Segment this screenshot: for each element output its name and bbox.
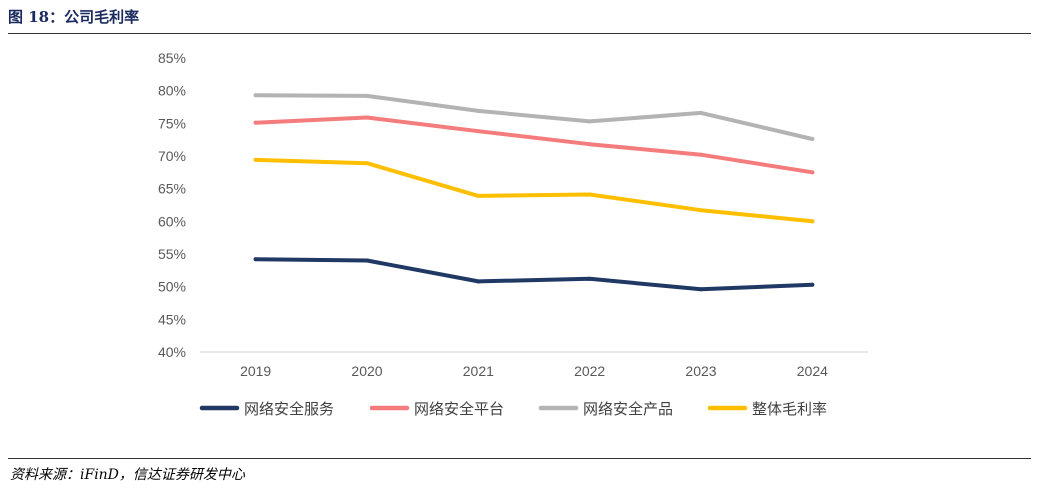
data-point <box>476 129 481 134</box>
x-tick-label: 2019 <box>240 363 271 379</box>
data-point <box>365 115 369 120</box>
data-point <box>587 276 592 281</box>
x-tick-label: 2022 <box>574 363 605 379</box>
data-point <box>810 170 815 175</box>
data-point <box>476 193 481 198</box>
y-tick-label: 45% <box>158 311 186 327</box>
data-point <box>253 157 258 162</box>
series-line <box>253 257 815 292</box>
legend-label: 网络安全产品 <box>583 400 673 418</box>
data-point <box>699 287 703 292</box>
x-axis-ticks: 2019 2020 2021 2022 2023 2024 <box>240 363 828 379</box>
data-point <box>253 120 258 125</box>
data-point <box>476 279 481 284</box>
legend-label: 网络安全服务 <box>244 400 334 418</box>
data-point <box>699 208 703 213</box>
y-tick-label: 75% <box>158 115 186 131</box>
data-point <box>476 108 481 113</box>
data-point <box>253 93 258 98</box>
data-point <box>365 161 369 166</box>
data-point <box>365 258 369 263</box>
y-tick-label: 55% <box>158 246 186 262</box>
data-point <box>810 219 815 224</box>
y-tick-label: 60% <box>158 213 186 229</box>
series-line <box>253 93 815 141</box>
data-point <box>253 257 258 262</box>
legend-label: 整体毛利率 <box>752 401 827 418</box>
y-tick-label: 85% <box>158 50 186 66</box>
data-point <box>810 137 815 142</box>
figure-title: 图 18：公司毛利率 <box>8 8 140 26</box>
data-point <box>810 282 815 287</box>
y-tick-label: 40% <box>158 344 186 360</box>
data-point <box>587 192 592 197</box>
y-tick-label: 50% <box>158 279 186 295</box>
data-point <box>699 110 703 115</box>
data-point <box>587 119 592 124</box>
series-line <box>253 115 815 175</box>
y-tick-label: 65% <box>158 181 186 197</box>
x-tick-label: 2024 <box>797 363 828 379</box>
x-tick-label: 2023 <box>685 363 716 379</box>
data-point <box>587 142 592 147</box>
top-divider <box>8 33 1031 34</box>
y-axis-ticks: 40% 45% 50% 55% 60% 65% 70% 75% 80% 85% <box>158 50 186 360</box>
legend-label: 网络安全平台 <box>414 400 504 418</box>
data-point <box>699 152 703 157</box>
x-tick-label: 2020 <box>351 363 382 379</box>
bottom-divider <box>8 458 1031 459</box>
data-point <box>365 93 369 98</box>
series-lines <box>253 93 815 292</box>
x-tick-label: 2021 <box>463 363 494 379</box>
y-tick-label: 70% <box>158 148 186 164</box>
legend: 网络安全服务 网络安全平台 网络安全产品 整体毛利率 <box>199 400 827 418</box>
series-line <box>253 157 815 224</box>
y-tick-label: 80% <box>158 83 186 99</box>
source-note: 资料来源：iFinD，信达证券研发中心 <box>10 467 245 483</box>
